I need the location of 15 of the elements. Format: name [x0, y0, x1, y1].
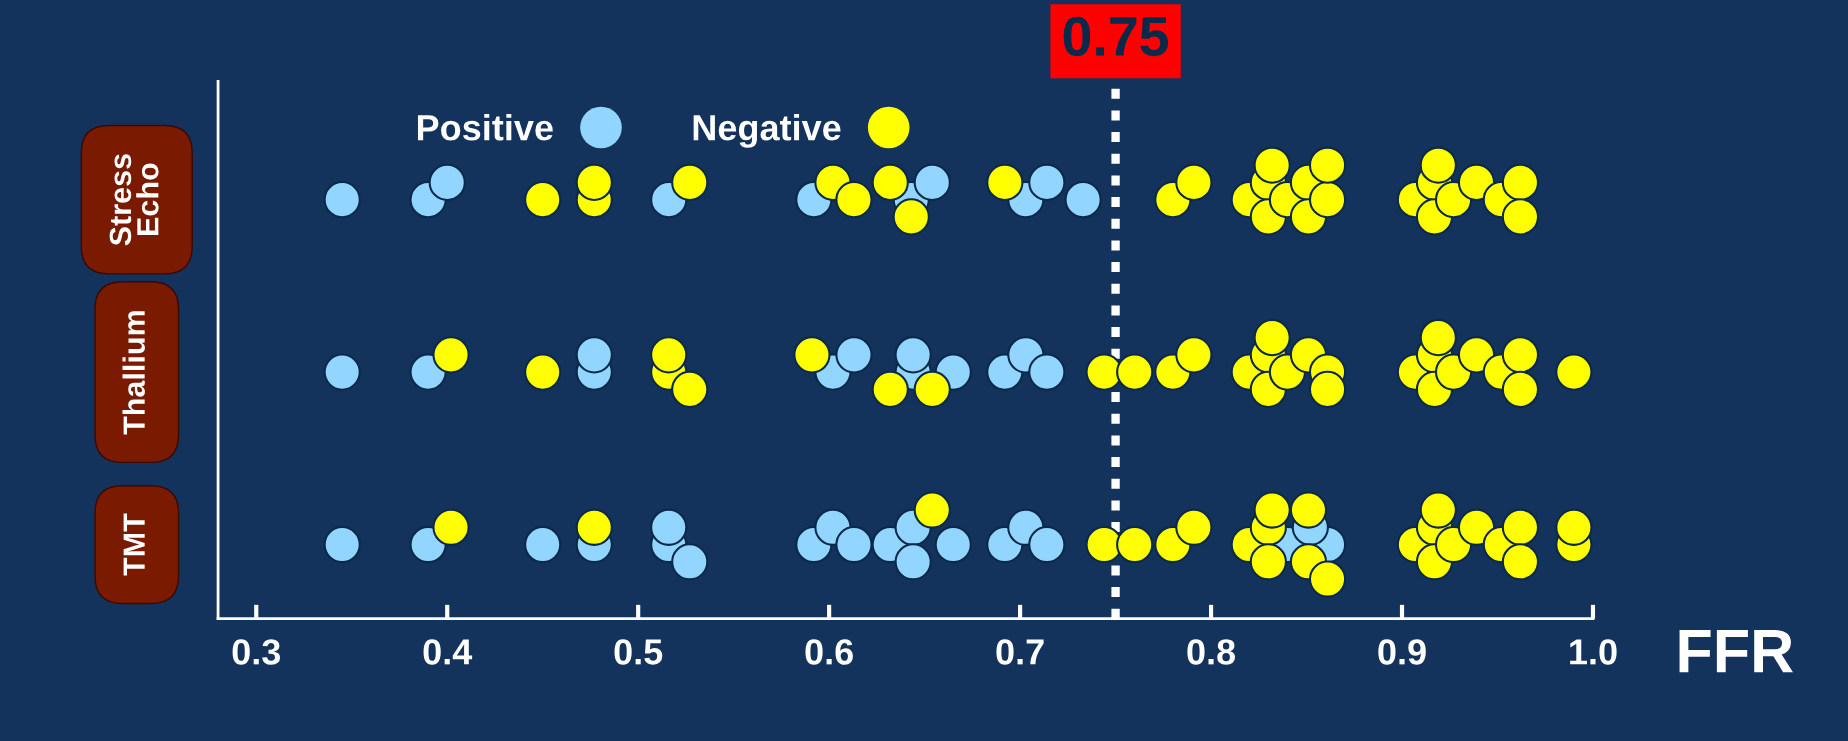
x-axis-title: FFR	[1679, 630, 1794, 673]
y-tick-label: Stress Echo	[109, 154, 159, 246]
x-tick-label: 0.4	[423, 639, 473, 665]
y-tick-label: Thallium	[122, 311, 145, 435]
ref-line-label: 0.75	[1063, 16, 1169, 57]
x-tick-label: 0.6	[805, 639, 853, 665]
x-tick-label: 0.9	[1378, 639, 1426, 665]
x-tick-label: 0.5	[614, 639, 663, 665]
y-tick-label: TMT	[123, 513, 145, 576]
x-tick-label: 0.7	[996, 639, 1044, 665]
legend-label: Positive	[417, 114, 553, 141]
x-tick-label: 0.8	[1187, 639, 1236, 665]
x-tick-label: 0.3	[232, 639, 281, 665]
x-tick-label: 1.0	[1570, 639, 1617, 665]
legend-label: Negative	[693, 114, 841, 148]
